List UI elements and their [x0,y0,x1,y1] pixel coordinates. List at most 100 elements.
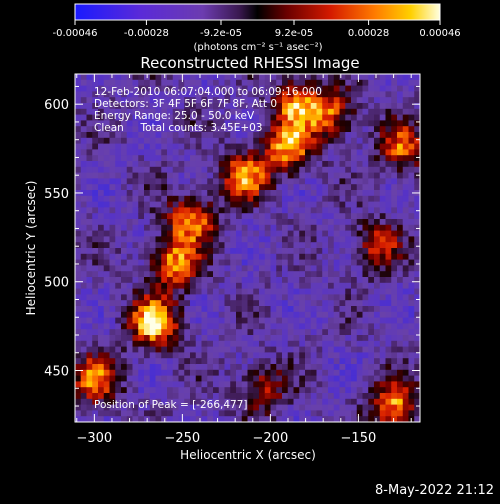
heatmap-cell [218,114,226,121]
heatmap-cell [282,184,289,191]
heatmap-cell [310,369,318,377]
heatmap-cell [316,364,323,371]
heatmap-cell [385,387,392,394]
heatmap-cell [414,271,420,278]
heatmap-cell [80,253,88,261]
heatmap-cell [195,207,203,214]
heatmap-cell [149,97,157,104]
heatmap-cell [345,149,352,156]
heatmap-cell [132,97,139,104]
heatmap-cell [178,184,185,191]
heatmap-cell [333,248,341,255]
heatmap-cell [356,85,364,92]
heatmap-cell [402,207,410,214]
heatmap-cell [287,393,295,400]
heatmap-cell [322,352,329,359]
heatmap-cell [201,103,208,110]
heatmap-cell [236,143,243,150]
heatmap-cell [299,381,306,388]
heatmap-cell [190,161,197,168]
heatmap-cell [374,364,381,371]
heatmap-cell [408,323,415,330]
heatmap-cell [213,97,220,104]
heatmap-cell [144,335,151,342]
heatmap-cell [328,195,335,203]
heatmap-cell [345,155,352,162]
heatmap-cell [86,103,93,110]
heatmap-cell [339,155,346,162]
heatmap-cell [270,219,277,226]
heatmap-cell [276,410,283,417]
heatmap-cell [184,149,191,156]
heatmap-cell [282,265,289,272]
heatmap-cell [138,265,145,272]
heatmap-cell [362,352,369,359]
heatmap-cell [316,306,323,313]
heatmap-cell [218,277,226,284]
heatmap-cell [184,364,191,371]
heatmap-cell [305,161,312,168]
heatmap-cell [253,207,260,214]
heatmap-cell [276,161,283,168]
heatmap-cell [276,230,283,237]
heatmap-cell [172,265,180,272]
heatmap-cell [213,242,220,249]
heatmap-cell [236,369,243,377]
heatmap-cell [138,213,145,220]
heatmap-cell [259,387,266,394]
heatmap-cell [339,74,346,81]
heatmap-cell [86,259,93,266]
heatmap-cell [161,126,168,133]
heatmap-cell [414,74,420,81]
heatmap-cell [362,103,369,110]
heatmap-cell [397,323,404,330]
heatmap-cell [213,120,220,127]
heatmap-cell [345,416,352,422]
heatmap-cell [253,329,260,336]
heatmap-cell [316,323,323,330]
heatmap-cell [172,317,180,324]
heatmap-cell [402,126,410,133]
heatmap-cell [241,79,249,87]
heatmap-cell [282,346,289,353]
heatmap-cell [293,207,300,214]
heatmap-cell [362,143,369,150]
heatmap-cell [195,224,203,232]
heatmap-cell [149,393,157,400]
heatmap-cell [138,381,145,388]
heatmap-cell [213,143,220,150]
heatmap-cell [391,224,398,232]
heatmap-cell [316,393,323,400]
heatmap-cell [241,300,249,307]
heatmap-cell [75,265,82,272]
heatmap-cell [316,166,323,174]
heatmap-cell [345,294,352,301]
heatmap-cell [218,375,226,382]
heatmap-cell [391,335,398,342]
heatmap-cell [345,387,352,394]
heatmap-cell [391,114,398,121]
heatmap-cell [322,311,329,319]
heatmap-cell [351,300,358,307]
heatmap-cell [121,375,128,382]
heatmap-cell [241,416,249,422]
heatmap-cell [408,103,415,110]
heatmap-cell [270,381,277,388]
heatmap-cell [75,213,82,220]
heatmap-cell [195,132,203,139]
heatmap-cell [293,288,300,295]
heatmap-cell [356,404,364,411]
heatmap-cell [414,340,420,348]
heatmap-cell [218,323,226,330]
heatmap-cell [408,190,415,197]
heatmap-cell [132,410,139,417]
heatmap-cell [339,277,346,284]
heatmap-cell [172,97,180,104]
heatmap-cell [247,74,254,81]
heatmap-cell [351,277,358,284]
heatmap-cell [109,375,116,382]
heatmap-cell [379,74,387,81]
heatmap-cell [178,277,185,284]
heatmap-cell [339,219,346,226]
heatmap-cell [155,74,162,81]
